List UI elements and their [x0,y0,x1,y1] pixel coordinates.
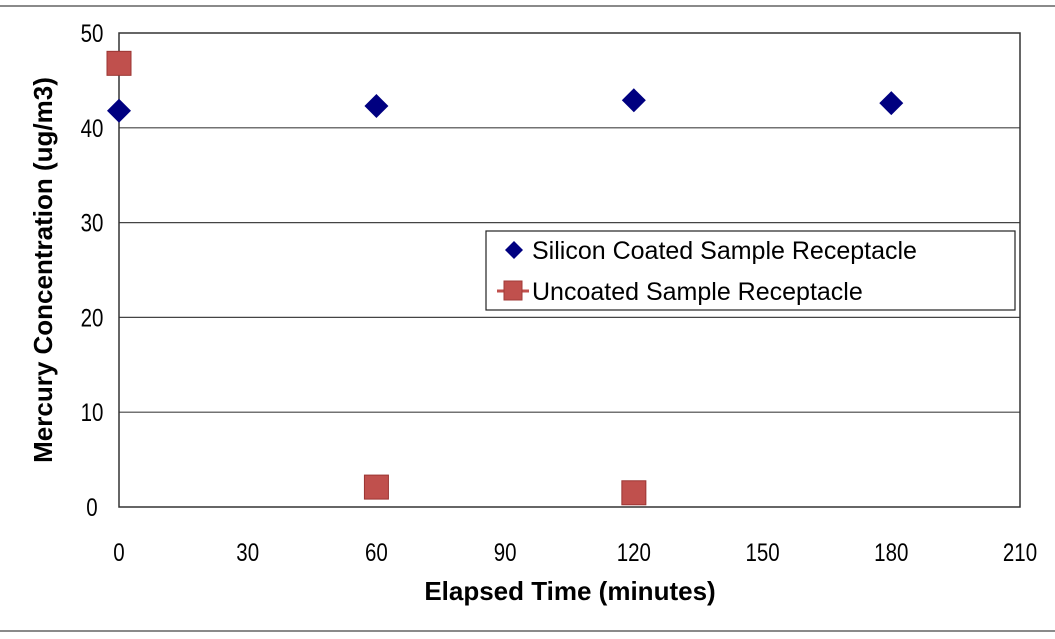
legend-item-silicon-coated: Silicon Coated Sample Receptacle [505,237,917,265]
diamond-marker-icon [505,241,523,259]
square-marker-icon [503,280,523,301]
x-axis-ticks: 0 30 60 90 120 150 180 210 [113,538,1037,566]
x-tick-label: 30 [236,538,259,566]
y-tick-label: 30 [81,209,104,237]
gridlines [119,127,1020,413]
diamond-point [364,93,389,118]
diamond-point [107,98,131,123]
x-tick-label: 180 [874,538,908,566]
series-diamond [107,88,904,123]
y-axis-title: Mercury Concentration (ug/m3) [28,77,58,463]
y-tick-label: 20 [81,303,104,331]
plot-area [118,32,1021,508]
y-tick-label: 0 [86,493,97,521]
x-tick-label: 90 [494,538,517,566]
x-tick-label: 210 [1003,538,1037,566]
x-tick-label: 120 [617,538,651,566]
legend-box [485,230,1016,311]
x-tick-label: 0 [113,538,124,566]
legend-item-uncoated: Uncoated Sample Receptacle [497,278,863,306]
square-point [363,474,389,500]
diamond-point [879,91,904,116]
square-point [106,50,132,76]
x-tick-label: 60 [365,538,388,566]
diamond-point [621,88,646,113]
legend: Silicon Coated Sample Receptacle Uncoate… [485,230,1016,311]
legend-label: Silicon Coated Sample Receptacle [532,237,917,265]
square-point [621,480,647,506]
series-square [106,50,647,506]
data-points [106,50,904,506]
legend-label: Uncoated Sample Receptacle [532,278,863,306]
bottom-border [0,630,1055,632]
y-tick-label: 50 [81,19,104,47]
top-border [0,5,1055,7]
y-tick-label: 10 [81,398,104,426]
x-tick-label: 150 [745,538,779,566]
y-axis-ticks: 0 10 20 30 40 50 [81,19,104,521]
x-axis-title: Elapsed Time (minutes) [424,576,715,606]
y-tick-label: 40 [81,114,104,142]
